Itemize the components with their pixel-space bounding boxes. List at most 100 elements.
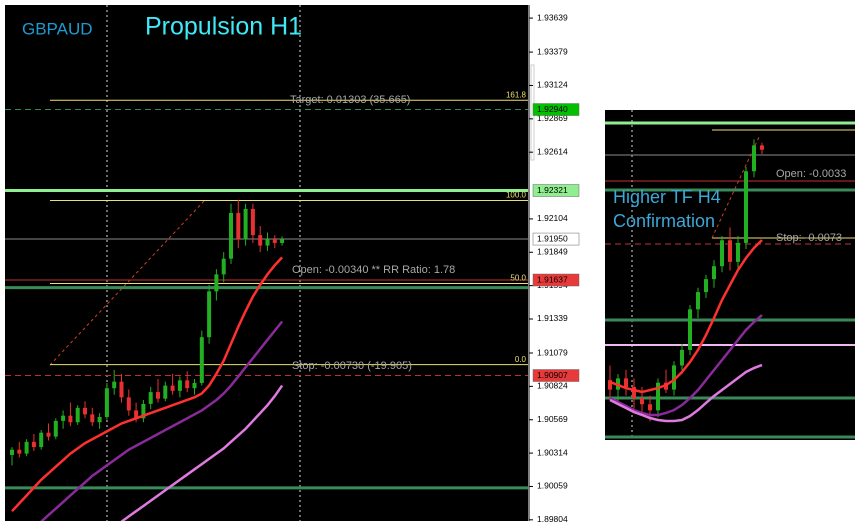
main-plot-bg bbox=[5, 5, 528, 521]
annotation: Stop: -0.0073 bbox=[776, 232, 842, 244]
annotation: Stop: -0.00730 (-19.905) bbox=[292, 360, 412, 372]
candle-body bbox=[672, 365, 676, 390]
fib-label: 50.0 bbox=[510, 274, 526, 283]
candle-body bbox=[704, 279, 708, 293]
candle-body bbox=[126, 397, 131, 411]
candle-body bbox=[148, 392, 153, 404]
fib-anchor-line bbox=[711, 134, 761, 239]
moving-average bbox=[609, 363, 763, 423]
main-plot: Target: 0.01303 (35.665) Open: -0.00340 *… bbox=[5, 5, 528, 521]
price-label: 1.91950 bbox=[537, 233, 568, 243]
candle-body bbox=[258, 235, 263, 246]
annotation: Open: -0.0033 bbox=[776, 168, 846, 180]
candle-body bbox=[112, 381, 117, 389]
candle-body bbox=[272, 239, 277, 243]
candle-body bbox=[624, 378, 628, 388]
candle-body bbox=[68, 415, 73, 423]
candle-body bbox=[53, 420, 58, 437]
candle-body bbox=[10, 449, 14, 455]
fib-label: 0.0 bbox=[515, 355, 527, 364]
candle-body bbox=[134, 410, 139, 419]
candle-body bbox=[640, 398, 644, 405]
price-label-box bbox=[532, 184, 580, 197]
candle-body bbox=[163, 385, 168, 399]
annotation: Open: -0.00340 ** RR Ratio: 1.78 bbox=[292, 264, 455, 276]
candle-body bbox=[656, 382, 660, 411]
candle-body bbox=[648, 404, 652, 411]
candle-body bbox=[720, 240, 724, 267]
fib-label: 161.8 bbox=[506, 90, 527, 99]
candle-body bbox=[214, 274, 219, 292]
annotation: Target: 0.01303 (35.665) bbox=[290, 94, 410, 106]
price-label-box bbox=[532, 103, 580, 116]
candle-body bbox=[688, 309, 692, 350]
candle-body bbox=[39, 432, 44, 448]
moving-average bbox=[609, 239, 763, 394]
candle-body bbox=[752, 145, 756, 172]
y-tick-label: 1.90059 bbox=[537, 481, 568, 491]
candle-body bbox=[696, 292, 700, 310]
candle-body bbox=[177, 380, 182, 391]
y-tick-label: 1.91339 bbox=[537, 313, 568, 323]
candle-body bbox=[221, 258, 226, 275]
y-tick-label: 1.93639 bbox=[537, 12, 568, 22]
candle-body bbox=[31, 441, 36, 448]
y-tick-label: 1.93379 bbox=[537, 46, 568, 56]
candle-body bbox=[236, 212, 241, 240]
candle-body bbox=[104, 388, 109, 417]
y-tick-label: 1.91079 bbox=[537, 347, 568, 357]
candle-body bbox=[760, 145, 764, 150]
candle-body bbox=[736, 242, 740, 262]
chart-title: Propulsion H1 bbox=[145, 13, 302, 41]
price-label: 1.90907 bbox=[537, 370, 568, 380]
candle-body bbox=[229, 212, 233, 259]
candle-body bbox=[156, 392, 160, 399]
candle-body bbox=[17, 449, 22, 454]
price-label-box bbox=[532, 369, 580, 382]
y-tick-label: 1.92104 bbox=[537, 213, 568, 223]
candle-body bbox=[185, 380, 190, 389]
candle-body bbox=[119, 381, 124, 398]
fib-label: 100.0 bbox=[506, 191, 527, 200]
y-tick-label: 1.89804 bbox=[537, 514, 568, 524]
moving-average bbox=[609, 314, 763, 417]
price-label: 1.92940 bbox=[537, 104, 568, 114]
y-tick-label: 1.93124 bbox=[537, 80, 568, 90]
price-label: 1.91637 bbox=[537, 274, 568, 284]
candle-body bbox=[141, 403, 146, 419]
h4-title: Higher TF H4 bbox=[613, 187, 721, 207]
h4-plot: Open: -0.0033 Stop: -0.0073 bbox=[605, 110, 855, 440]
price-label-box bbox=[532, 232, 580, 246]
candle-body bbox=[170, 385, 175, 391]
candle-body bbox=[265, 239, 270, 246]
candle-body bbox=[280, 239, 285, 243]
moving-average bbox=[120, 384, 284, 521]
candle-body bbox=[243, 208, 248, 240]
moving-average bbox=[40, 320, 284, 521]
y-tick-label: 1.90314 bbox=[537, 447, 568, 457]
y-tick-label: 1.92614 bbox=[537, 146, 568, 156]
candle-body bbox=[712, 266, 716, 280]
candle-body bbox=[192, 382, 197, 389]
candle-body bbox=[632, 387, 636, 399]
candle-body bbox=[250, 208, 255, 236]
candle-body bbox=[680, 349, 684, 366]
h4-title: Confirmation bbox=[613, 211, 715, 231]
symbol: GBPAUD bbox=[22, 19, 93, 38]
candle-body bbox=[207, 291, 212, 338]
y-tick-label: 1.90569 bbox=[537, 414, 568, 424]
price-label-box bbox=[532, 273, 580, 287]
y-tick-label: 1.90824 bbox=[537, 381, 568, 391]
moving-average bbox=[11, 256, 284, 513]
candle-body bbox=[728, 240, 732, 262]
candle-body bbox=[90, 414, 95, 423]
price-label: 1.92321 bbox=[537, 185, 568, 195]
y-tick-label: 1.91849 bbox=[537, 247, 568, 257]
candle-body bbox=[83, 407, 87, 415]
candle-body bbox=[744, 171, 748, 243]
candle-body bbox=[97, 416, 102, 423]
candle-body bbox=[199, 337, 204, 383]
candle-body bbox=[46, 432, 51, 437]
fib-anchor-line bbox=[49, 199, 206, 366]
